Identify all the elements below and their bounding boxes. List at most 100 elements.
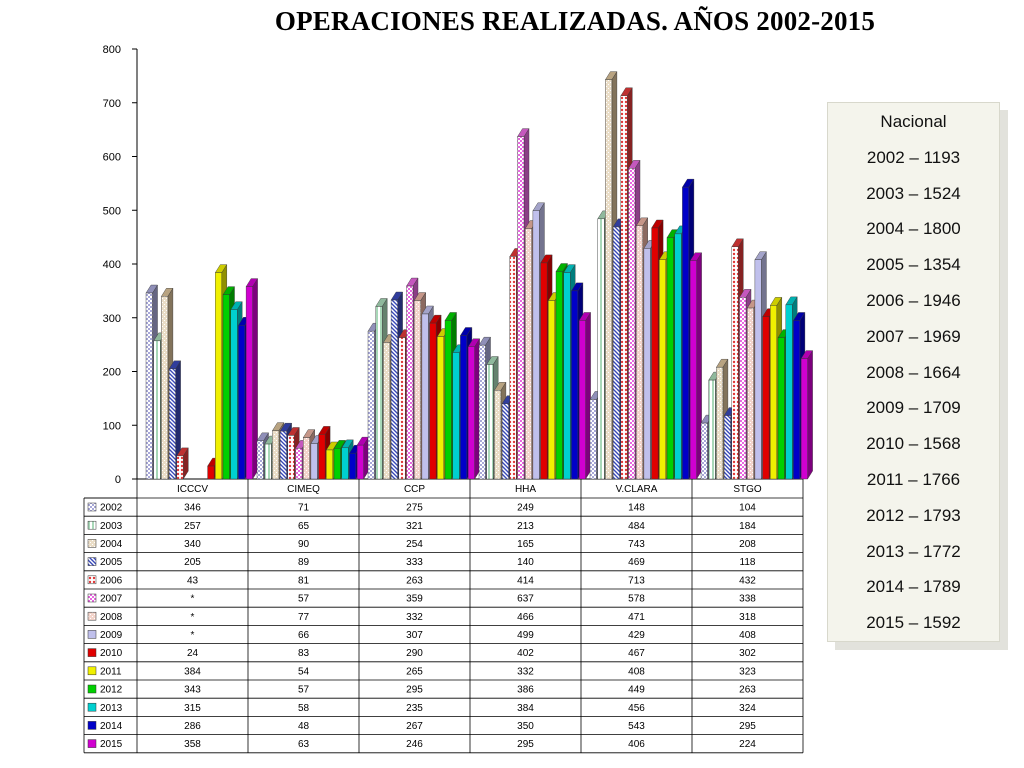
series-name: 2003 [100, 521, 123, 532]
table-cell: 469 [628, 557, 645, 568]
table-cell: 63 [298, 739, 310, 750]
table-cell: 66 [298, 630, 310, 641]
national-totals-box: Nacional 2002 – 1193 2003 – 1524 2004 – 18… [827, 102, 1000, 642]
table-cell: 333 [406, 557, 423, 568]
table-cell: 263 [739, 685, 756, 696]
legend-swatch [87, 684, 97, 694]
table-cell: 338 [739, 594, 756, 605]
table-cell: 386 [517, 685, 534, 696]
bars [145, 70, 813, 480]
table-cell: 318 [739, 612, 756, 623]
table-cell: 637 [517, 594, 534, 605]
table-cell: 323 [739, 666, 756, 677]
category-label: V.CLARA [616, 484, 658, 495]
table-cell: 290 [406, 648, 423, 659]
legend-swatch [87, 557, 97, 566]
national-total-item: 2009 – 1709 [866, 398, 961, 418]
series-name: 2006 [100, 575, 123, 586]
national-total-item: 2006 – 1946 [866, 290, 961, 310]
national-total-item: 2007 – 1969 [866, 326, 961, 346]
table-cell: 302 [739, 648, 756, 659]
bar [578, 311, 591, 480]
table-cell: 332 [517, 666, 534, 677]
chart-title: OPERACIONES REALIZADAS. AÑOS 2002-2015 [274, 6, 876, 36]
series-name: 2013 [100, 703, 123, 714]
bar [800, 349, 813, 480]
series-name: 2012 [100, 685, 123, 696]
national-total-item: 2002 – 1193 [866, 147, 961, 167]
national-total-item: 2015 – 1592 [866, 613, 961, 633]
series-name: 2010 [100, 648, 123, 659]
table-cell: 543 [628, 721, 645, 732]
table-cell: 295 [406, 685, 423, 696]
table-cell: 414 [517, 575, 534, 586]
table-cell: 254 [406, 539, 423, 550]
series-name: 2011 [100, 666, 122, 677]
y-tick-label: 500 [103, 205, 121, 217]
table-cell: 90 [298, 539, 310, 550]
table-cell: 466 [517, 612, 534, 623]
series-name: 2007 [100, 594, 123, 605]
table-cell: 57 [298, 594, 310, 605]
national-total-item: 2005 – 1354 [866, 255, 961, 275]
series-name: 2004 [100, 539, 123, 550]
table-cell: 406 [628, 739, 645, 750]
table-cell: 246 [406, 739, 423, 750]
table-cell: 249 [517, 503, 534, 514]
series-name: 2009 [100, 630, 123, 641]
y-tick-label: 800 [103, 44, 121, 56]
table-cell: 263 [406, 575, 423, 586]
table-cell: 467 [628, 648, 645, 659]
bar [356, 436, 369, 480]
table-cell: 48 [298, 721, 310, 732]
table-cell: 275 [406, 503, 423, 514]
series-name: 2015 [100, 739, 123, 750]
national-header: Nacional [880, 112, 947, 131]
table-cell: 104 [739, 503, 756, 514]
table-cell: 384 [184, 666, 201, 677]
table-cell: * [191, 612, 195, 623]
legend-swatch [87, 702, 97, 712]
table-cell: 350 [517, 721, 534, 732]
table-cell: 89 [298, 557, 310, 568]
legend-swatch [87, 502, 97, 512]
bar [689, 252, 702, 480]
table-cell: 484 [628, 521, 645, 532]
legend-swatch [87, 593, 97, 603]
bar [467, 338, 480, 480]
table-cell: 235 [406, 703, 423, 714]
table-cell: 295 [739, 721, 756, 732]
category-label: ICCCV [177, 484, 208, 495]
table-cell: 743 [628, 539, 645, 550]
series-name: 2005 [100, 557, 123, 568]
table-cell: 358 [184, 739, 201, 750]
y-tick-label: 700 [103, 98, 121, 110]
national-total-item: 2012 – 1793 [866, 505, 961, 525]
y-tick-label: 400 [103, 259, 121, 271]
table-cell: 456 [628, 703, 645, 714]
table-cell: 295 [517, 739, 534, 750]
table-cell: 471 [628, 612, 645, 623]
table-cell: 307 [406, 630, 423, 641]
table-cell: 408 [628, 666, 645, 677]
category-label: HHA [515, 484, 536, 495]
national-total-item: 2003 – 1524 [866, 183, 961, 203]
table-cell: 315 [184, 703, 201, 714]
table-cell: 286 [184, 721, 201, 732]
table-cell: 165 [517, 539, 534, 550]
legend-swatch [87, 721, 97, 730]
category-label: CCP [404, 484, 425, 495]
table-cell: 429 [628, 630, 645, 641]
table-cell: 43 [187, 575, 199, 586]
table-cell: * [191, 630, 195, 641]
table-cell: 65 [298, 521, 310, 532]
legend-swatch [87, 520, 97, 530]
table-cell: 332 [406, 612, 423, 623]
table-cell: 57 [298, 685, 310, 696]
national-total-item: 2014 – 1789 [866, 577, 961, 597]
table-cell: 346 [184, 503, 201, 514]
table-cell: 208 [739, 539, 756, 550]
table-cell: 432 [739, 575, 756, 586]
table-cell: 449 [628, 685, 645, 696]
